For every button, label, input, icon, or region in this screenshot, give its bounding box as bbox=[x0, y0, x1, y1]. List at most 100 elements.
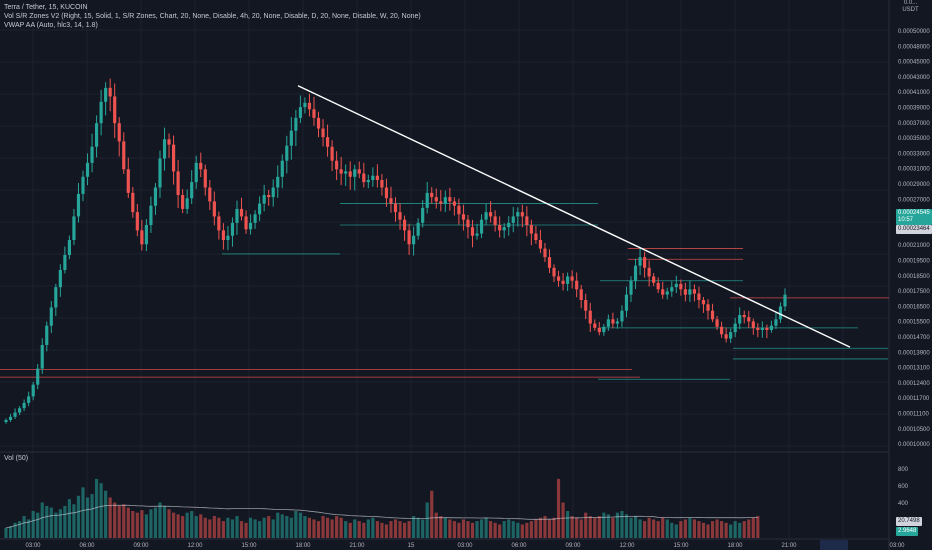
time-axis[interactable]: 03:00 06:00 09:00 12:00 15:00 18:00 21:00 15 03:… bbox=[25, 540, 905, 550]
volume-bar bbox=[729, 524, 733, 538]
volume-bar bbox=[303, 516, 307, 538]
price-axis[interactable]: 0.00050000 0.00048000 0.00045000 0.00043000… bbox=[898, 29, 930, 507]
price-tick-label: 0.00016500 bbox=[898, 304, 930, 310]
time-tick-label: 12:00 bbox=[187, 543, 203, 549]
candle-body bbox=[158, 158, 162, 188]
candle-body bbox=[543, 248, 547, 258]
sr-zone-lines bbox=[0, 203, 889, 380]
candle-body bbox=[253, 214, 257, 223]
price-tick-label: 0.00017500 bbox=[898, 289, 930, 295]
candle-body bbox=[484, 212, 488, 220]
candle-body bbox=[27, 396, 31, 403]
time-tick-label: 03:00 bbox=[457, 543, 473, 549]
volume-bar bbox=[629, 517, 633, 538]
symbol-title[interactable]: Terra / Tether, 15, KUCOIN bbox=[4, 4, 88, 11]
candle-body bbox=[239, 208, 244, 217]
volume-bar bbox=[507, 519, 511, 538]
volume-tick-label: 400 bbox=[898, 501, 909, 507]
volume-bar bbox=[534, 519, 538, 538]
volume-bar bbox=[40, 502, 44, 538]
volume-legend[interactable]: Vol (50) bbox=[4, 455, 29, 462]
candle-body bbox=[176, 171, 180, 195]
volume-ma-badge: 20.7498 bbox=[896, 517, 922, 526]
candle-body bbox=[190, 182, 194, 199]
candle-body bbox=[153, 187, 158, 206]
time-tick-label: 03:00 bbox=[889, 543, 905, 549]
candle-body bbox=[294, 117, 298, 131]
candle-body bbox=[113, 96, 117, 124]
indicator-vwap[interactable]: VWAP AA (Auto, hlc3, 14, 1.8) bbox=[4, 22, 98, 30]
candle-body bbox=[104, 87, 108, 102]
volume-bar bbox=[185, 512, 189, 538]
volume-bar bbox=[67, 499, 71, 538]
volume-bar bbox=[230, 519, 235, 538]
candle-body bbox=[430, 192, 434, 198]
time-tick-label: 12:00 bbox=[619, 543, 635, 549]
candle-body bbox=[321, 128, 325, 138]
price-tick-label: 0.00035000 bbox=[898, 136, 930, 142]
volume-bar bbox=[588, 516, 592, 538]
candle-body bbox=[18, 408, 22, 413]
volume-bar bbox=[36, 512, 40, 538]
volume-bar bbox=[294, 510, 298, 538]
currency-label[interactable]: 0.0... USDT bbox=[889, 0, 932, 14]
candle-body bbox=[751, 321, 755, 328]
indicator-vol-sr-zones[interactable]: Vol S/R Zones V2 (Right, 15, Solid, 1, S… bbox=[4, 13, 421, 21]
volume-bar bbox=[81, 487, 85, 538]
volume-bar bbox=[715, 519, 719, 538]
volume-bar bbox=[158, 502, 162, 538]
candle-body bbox=[489, 212, 493, 217]
price-tick-label: 0.00045000 bbox=[898, 60, 930, 66]
candle-body bbox=[244, 216, 248, 230]
volume-bar bbox=[72, 504, 76, 538]
trendline[interactable] bbox=[297, 85, 851, 348]
candle-body bbox=[402, 219, 407, 231]
candle-body bbox=[312, 109, 316, 118]
candle-body bbox=[262, 195, 266, 204]
candle-body bbox=[683, 289, 687, 295]
candle-body bbox=[298, 107, 302, 118]
volume-bar bbox=[375, 521, 379, 538]
candle-body bbox=[85, 162, 90, 177]
candle-body bbox=[507, 222, 511, 228]
candle-body bbox=[498, 225, 502, 231]
candle-body bbox=[307, 102, 312, 110]
time-tick-label: 03:00 bbox=[25, 543, 41, 549]
volume-bar bbox=[502, 521, 506, 538]
bar-countdown: 10:57 bbox=[898, 217, 914, 223]
volume-bar bbox=[457, 522, 461, 538]
volume-bar bbox=[357, 521, 361, 538]
price-tick-label: 0.00012400 bbox=[898, 381, 930, 387]
candle-body bbox=[339, 169, 343, 174]
candle-body bbox=[552, 267, 556, 277]
level-price-badge: 0.00023464 bbox=[896, 225, 932, 234]
candle-body bbox=[556, 276, 561, 281]
candle-body bbox=[606, 319, 610, 327]
candle-body bbox=[470, 227, 475, 236]
volume-bar bbox=[348, 522, 352, 538]
volume-bar bbox=[665, 519, 669, 538]
volume-bar bbox=[339, 517, 343, 538]
candle-body bbox=[421, 207, 425, 223]
time-tick-label: 15:00 bbox=[673, 543, 689, 549]
volume-bar bbox=[412, 516, 416, 538]
volume-bar bbox=[276, 512, 280, 538]
volume-bar bbox=[325, 517, 330, 538]
candle-body bbox=[516, 212, 520, 217]
volume-bar bbox=[76, 495, 81, 538]
candle-body bbox=[63, 255, 67, 270]
volume-bar bbox=[285, 516, 289, 538]
volume-bar bbox=[756, 516, 760, 538]
candle-body bbox=[661, 289, 665, 295]
volume-bar bbox=[203, 517, 207, 538]
volume-bar bbox=[511, 521, 515, 538]
candle-body bbox=[212, 201, 216, 217]
volume-bar bbox=[271, 519, 275, 538]
candle-body bbox=[40, 345, 44, 369]
volume-bar bbox=[181, 516, 185, 538]
candle-body bbox=[144, 225, 148, 245]
candle-body bbox=[8, 416, 13, 420]
volume-bar bbox=[561, 502, 565, 538]
volume-bar bbox=[212, 516, 216, 538]
